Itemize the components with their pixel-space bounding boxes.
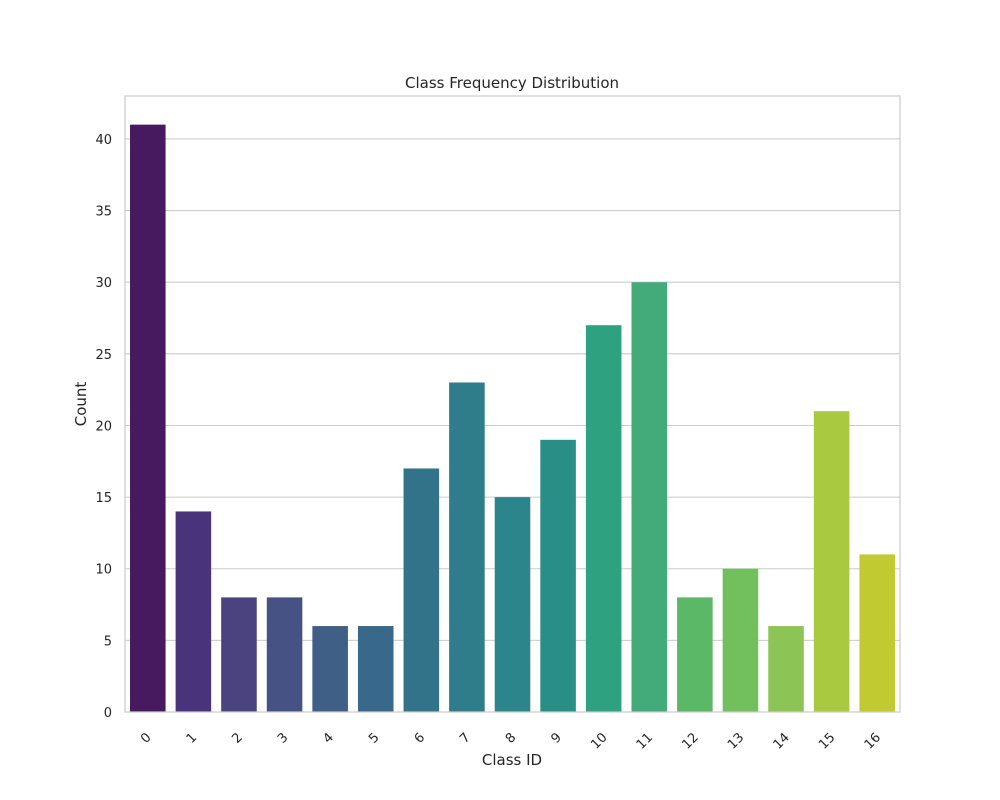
x-tick-labels: 0 1 2 3 4 5 6 7 8 9 10 11 12 13 14 15 16 bbox=[138, 730, 884, 752]
bar-class-7 bbox=[449, 382, 485, 712]
bar-class-6 bbox=[403, 468, 440, 712]
bar-class-14 bbox=[768, 626, 804, 712]
plot-frame bbox=[124, 95, 901, 713]
bar-class-12 bbox=[677, 597, 713, 712]
y-tick-label: 20 bbox=[95, 419, 112, 434]
y-tick-label: 10 bbox=[95, 563, 112, 578]
y-tick-label: 25 bbox=[95, 348, 112, 363]
y-tick-label: 35 bbox=[95, 205, 112, 220]
x-tick-label: 8 bbox=[503, 730, 519, 746]
bar-class-13 bbox=[722, 568, 759, 712]
x-tick-label: 10 bbox=[588, 730, 610, 752]
y-tick-label: 40 bbox=[95, 133, 112, 148]
x-tick-label: 3 bbox=[275, 730, 291, 746]
y-tick-label: 30 bbox=[95, 276, 112, 291]
bar-class-4 bbox=[312, 626, 348, 712]
x-tick-label: 14 bbox=[771, 730, 793, 752]
bar-class-16 bbox=[859, 554, 895, 712]
x-tick-label: 2 bbox=[229, 730, 245, 746]
chart-title: Class Frequency Distribution bbox=[405, 74, 619, 92]
x-tick-label: 0 bbox=[138, 730, 154, 746]
y-axis-label: Count bbox=[72, 382, 90, 427]
x-tick-label: 6 bbox=[412, 730, 428, 746]
bar-class-2 bbox=[221, 597, 257, 712]
bar-class-11 bbox=[631, 282, 668, 712]
bar-class-0 bbox=[130, 124, 166, 712]
y-tick-labels: 0 5 10 15 20 25 30 35 40 bbox=[95, 133, 112, 721]
bar-class-1 bbox=[175, 511, 212, 712]
x-tick-label: 12 bbox=[679, 730, 701, 752]
bar-class-8 bbox=[494, 497, 531, 712]
y-tick-label: 5 bbox=[104, 634, 112, 649]
bar-class-10 bbox=[585, 325, 622, 712]
x-axis-label: Class ID bbox=[482, 751, 542, 769]
x-tick-label: 15 bbox=[816, 730, 838, 752]
x-tick-label: 7 bbox=[457, 730, 473, 746]
bar-class-5 bbox=[357, 626, 394, 712]
bar-class-15 bbox=[813, 411, 850, 712]
x-tick-label: 4 bbox=[321, 730, 337, 746]
x-tick-label: 13 bbox=[725, 730, 747, 752]
x-tick-label: 16 bbox=[862, 730, 884, 752]
x-tick-label: 11 bbox=[634, 730, 656, 752]
x-tick-label: 5 bbox=[366, 730, 382, 746]
x-tick-label: 1 bbox=[184, 730, 200, 746]
bars bbox=[130, 124, 895, 712]
bar-class-9 bbox=[540, 439, 576, 712]
y-tick-label: 15 bbox=[95, 491, 112, 506]
y-tick-label: 0 bbox=[104, 706, 112, 721]
bar-class-3 bbox=[266, 597, 303, 712]
x-tick-label: 9 bbox=[548, 730, 564, 746]
